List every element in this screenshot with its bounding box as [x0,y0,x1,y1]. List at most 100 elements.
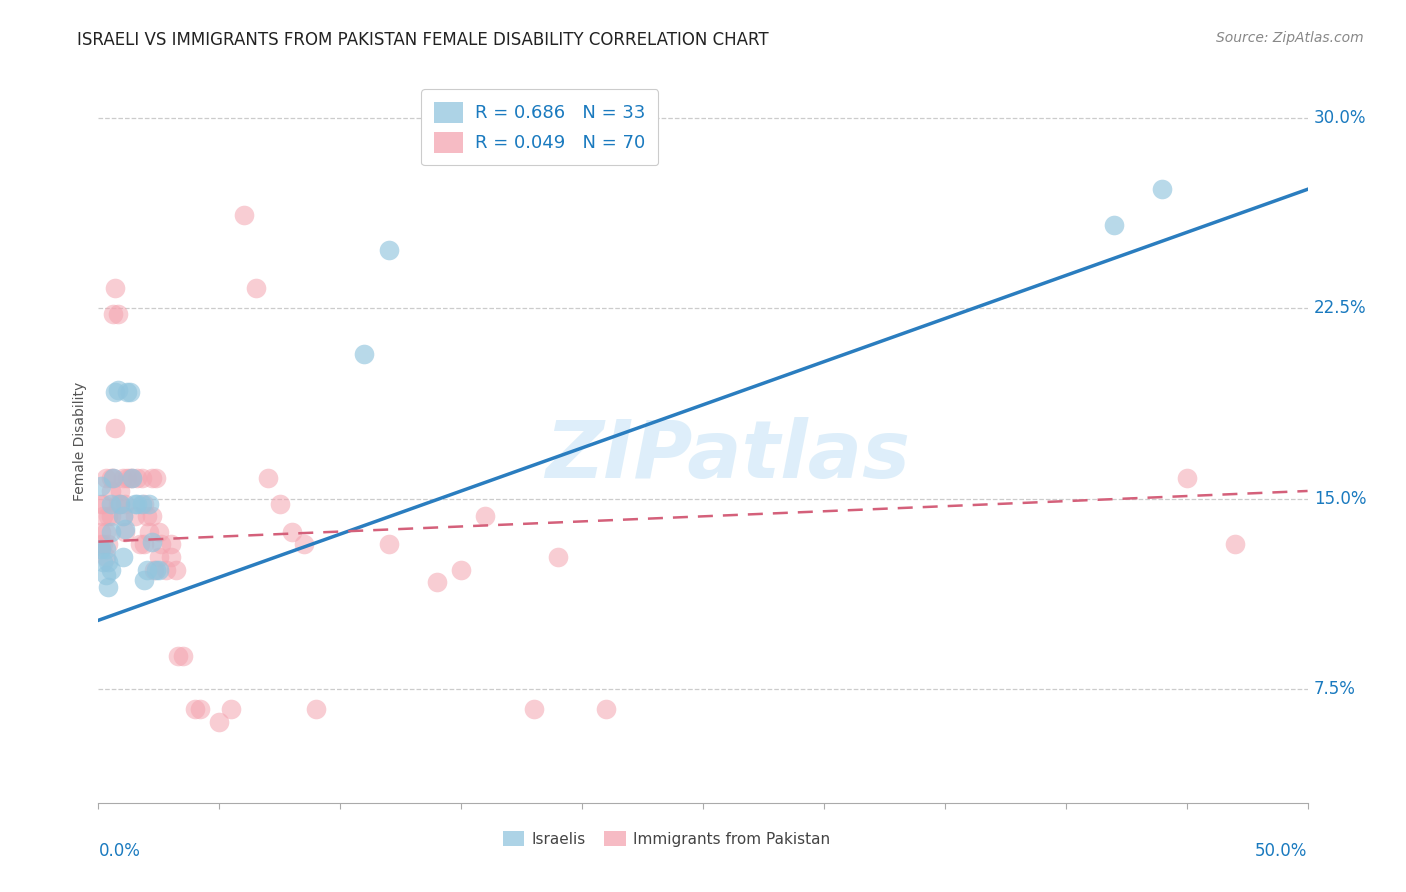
Text: 15.0%: 15.0% [1313,490,1367,508]
Point [131,471,153,485]
Point [100,497,122,511]
Point [104,281,127,295]
Point [118,385,141,400]
Point [97,537,120,551]
Point [100,524,122,539]
Point [160,549,183,564]
Point [145,563,167,577]
Point [94,567,117,582]
Point [256,471,278,485]
Point [100,563,122,577]
Point [148,563,170,577]
Point [101,471,124,485]
Point [90,537,112,551]
Point [108,497,131,511]
Point [91,509,114,524]
Point [94,524,117,539]
Point [188,702,211,716]
Point [97,509,120,524]
Point [114,497,136,511]
Point [353,347,375,361]
Point [124,497,146,511]
Text: Source: ZipAtlas.com: Source: ZipAtlas.com [1216,31,1364,45]
Point [118,471,141,485]
Point [108,483,131,498]
Text: ISRAELI VS IMMIGRANTS FROM PAKISTAN FEMALE DISABILITY CORRELATION CHART: ISRAELI VS IMMIGRANTS FROM PAKISTAN FEMA… [77,31,769,49]
Point [145,471,167,485]
Text: 22.5%: 22.5% [1313,300,1367,318]
Point [94,542,117,557]
Text: 7.5%: 7.5% [1313,680,1355,698]
Point [100,509,122,524]
Point [134,497,156,511]
Text: 30.0%: 30.0% [1313,110,1367,128]
Point [269,497,291,511]
Point [141,471,163,485]
Point [292,537,315,551]
Point [172,648,194,663]
Text: 50.0%: 50.0% [1256,842,1308,860]
Point [221,702,243,716]
Point [100,471,122,485]
Point [141,509,163,524]
Point [184,702,207,716]
Point [148,524,170,539]
Point [595,702,617,716]
Text: 0.0%: 0.0% [98,842,141,860]
Point [104,385,127,400]
Point [450,563,472,577]
Point [1152,182,1174,196]
Point [111,509,134,524]
Point [128,537,150,551]
Point [127,471,149,485]
Point [232,208,254,222]
Point [150,537,173,551]
Point [1175,471,1198,485]
Point [111,471,134,485]
Point [124,509,146,524]
Point [107,383,129,397]
Point [245,281,267,295]
Point [305,702,328,716]
Point [101,306,124,320]
Point [474,509,496,524]
Point [97,580,120,594]
Point [100,483,122,498]
Point [165,563,187,577]
Point [135,509,157,524]
Point [97,555,120,569]
Point [121,471,143,485]
Point [108,497,131,511]
Point [94,471,117,485]
Point [138,524,160,539]
Point [117,471,139,485]
Point [135,563,157,577]
Point [131,497,153,511]
Point [114,524,136,539]
Point [127,497,149,511]
Point [101,471,124,485]
Point [143,563,166,577]
Point [107,306,129,320]
Point [1102,218,1125,232]
Point [141,534,163,549]
Point [91,497,114,511]
Point [426,575,449,590]
Point [377,537,399,551]
Point [155,563,177,577]
Point [90,497,112,511]
Point [91,537,114,551]
Legend: Israelis, Immigrants from Pakistan: Israelis, Immigrants from Pakistan [496,825,837,853]
Point [104,420,127,434]
Point [208,714,231,729]
Point [114,522,136,536]
Point [134,573,156,587]
Point [523,702,546,716]
Point [281,524,304,539]
Point [377,243,399,257]
Point [547,549,569,564]
Point [1223,537,1246,551]
Point [134,537,156,551]
Point [111,509,134,524]
Point [90,524,112,539]
